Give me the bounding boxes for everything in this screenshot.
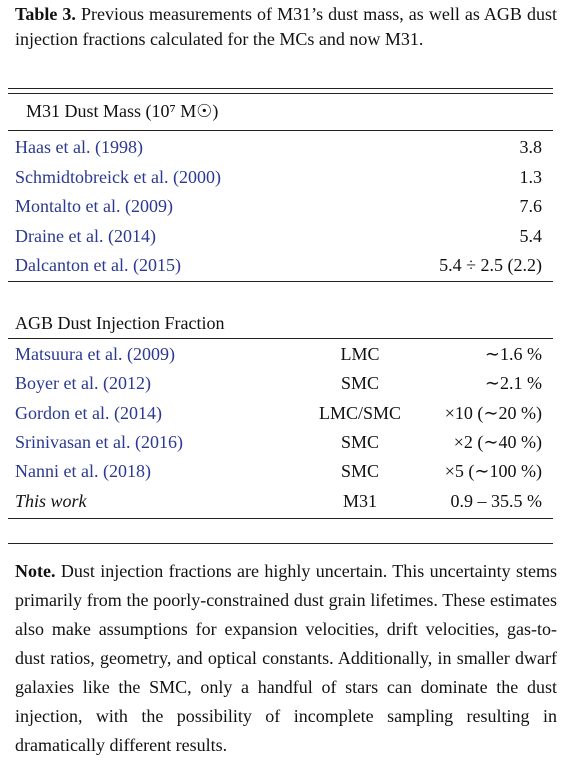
fraction: ∼2.1 % <box>484 373 542 394</box>
reference: Haas et al. (1998) <box>15 137 143 157</box>
rule <box>8 281 553 282</box>
fraction: ×2 (∼40 %) <box>453 431 542 452</box>
value: 1.3 <box>519 166 543 187</box>
fraction: ×10 (∼20 %) <box>444 402 542 423</box>
value: 5.4 ÷ 2.5 (2.2) <box>439 255 542 276</box>
rule <box>8 88 553 89</box>
value: 3.8 <box>519 137 543 157</box>
fraction: ∼1.6 % <box>484 344 542 364</box>
rule <box>8 338 553 339</box>
reference: Schmidtobreick et al. (2000) <box>15 166 221 187</box>
note-text: Dust injection fractions are highly unce… <box>15 561 557 755</box>
table-row: Gordon et al. (2014) LMC/SMC ×10 (∼20 %) <box>0 399 570 428</box>
table-row: Draine et al. (2014) 5.4 <box>0 222 570 251</box>
note: Note. Dust injection fractions are highl… <box>15 557 557 760</box>
rule <box>8 130 553 131</box>
galaxy: SMC <box>340 431 380 452</box>
value: 5.4 <box>519 225 543 246</box>
rule <box>8 543 553 544</box>
reference: Boyer et al. (2012) <box>15 373 151 394</box>
value: 7.6 <box>519 196 543 217</box>
reference: Dalcanton et al. (2015) <box>15 255 181 276</box>
rule <box>8 518 553 519</box>
reference: Montalto et al. (2009) <box>15 196 173 217</box>
note-label: Note. <box>15 561 56 581</box>
caption: Table 3. Previous measurements of M31’s … <box>15 2 557 52</box>
galaxy: M31 <box>342 490 377 511</box>
reference: Srinivasan et al. (2016) <box>15 431 183 452</box>
caption-text: Previous measurements of M31’s dust mass… <box>15 4 558 49</box>
galaxy: SMC <box>340 373 380 394</box>
galaxy: SMC <box>340 461 380 482</box>
galaxy: LMC/SMC <box>318 402 402 423</box>
section-header: M31 Dust Mass (10⁷ M☉) <box>26 101 219 121</box>
table-row: Boyer et al. (2012) SMC ∼2.1 % <box>0 369 570 398</box>
fraction: ×5 (∼100 %) <box>444 461 542 482</box>
table-row: Dalcanton et al. (2015) 5.4 ÷ 2.5 (2.2) <box>0 251 570 280</box>
reference: This work <box>15 490 87 511</box>
rule <box>8 93 553 94</box>
fraction: 0.9 – 35.5 % <box>450 490 543 511</box>
reference: Gordon et al. (2014) <box>15 402 162 423</box>
table-row: This work M31 0.9 – 35.5 % <box>0 487 570 516</box>
table-row: Nanni et al. (2018) SMC ×5 (∼100 %) <box>0 457 570 486</box>
table-row: Haas et al. (1998) 3.8 <box>0 133 570 162</box>
reference: Draine et al. (2014) <box>15 225 156 246</box>
table-row: Matsuura et al. (2009) LMC ∼1.6 % <box>0 340 570 369</box>
table-row: Schmidtobreick et al. (2000) 1.3 <box>0 163 570 192</box>
reference: Nanni et al. (2018) <box>15 461 151 482</box>
caption-label: Table 3. <box>15 4 76 24</box>
table-row: Srinivasan et al. (2016) SMC ×2 (∼40 %) <box>0 428 570 457</box>
table-row: Montalto et al. (2009) 7.6 <box>0 192 570 221</box>
section-header: AGB Dust Injection Fraction <box>15 313 225 333</box>
galaxy: LMC <box>340 344 380 364</box>
reference: Matsuura et al. (2009) <box>15 344 175 364</box>
